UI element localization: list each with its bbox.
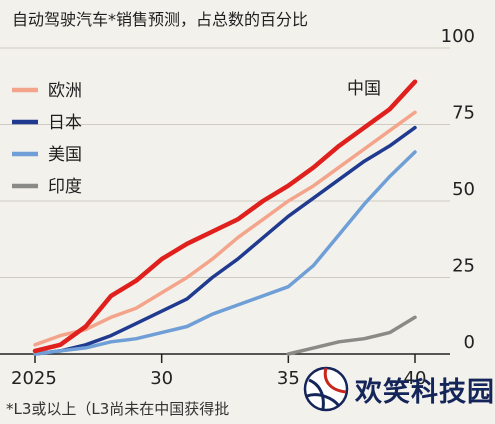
y-tick-label: 50 bbox=[452, 179, 475, 200]
y-tick-label: 75 bbox=[452, 103, 475, 124]
x-tick-label: 35 bbox=[277, 368, 300, 389]
volleyball-logo-icon bbox=[303, 366, 349, 412]
legend-label: 印度 bbox=[48, 177, 82, 197]
series-line-4 bbox=[32, 79, 418, 354]
legend-label: 日本 bbox=[48, 113, 82, 133]
series-line-2 bbox=[33, 150, 417, 356]
annotation-label: 中国 bbox=[347, 79, 381, 99]
series-line-1 bbox=[33, 125, 417, 356]
series-line-0 bbox=[33, 110, 417, 347]
x-tick-label: 40 bbox=[404, 368, 427, 389]
watermark: 欢笑科技园 bbox=[303, 366, 495, 412]
legend-label: 美国 bbox=[48, 145, 82, 165]
footnote: *L3或以上（L3尚未在中国获得批 bbox=[6, 400, 230, 418]
y-tick-label: 0 bbox=[464, 332, 475, 353]
series-line-3 bbox=[286, 315, 417, 356]
y-tick-label: 25 bbox=[452, 256, 475, 277]
y-tick-label: 100 bbox=[441, 26, 475, 47]
x-tick-label: 30 bbox=[150, 368, 173, 389]
x-tick-label: 2025 bbox=[11, 368, 57, 389]
legend-label: 欧洲 bbox=[48, 81, 82, 101]
chart-title: 自动驾驶汽车*销售预测，占总数的百分比 bbox=[12, 10, 309, 29]
watermark-text: 欢笑科技园 bbox=[355, 376, 495, 408]
